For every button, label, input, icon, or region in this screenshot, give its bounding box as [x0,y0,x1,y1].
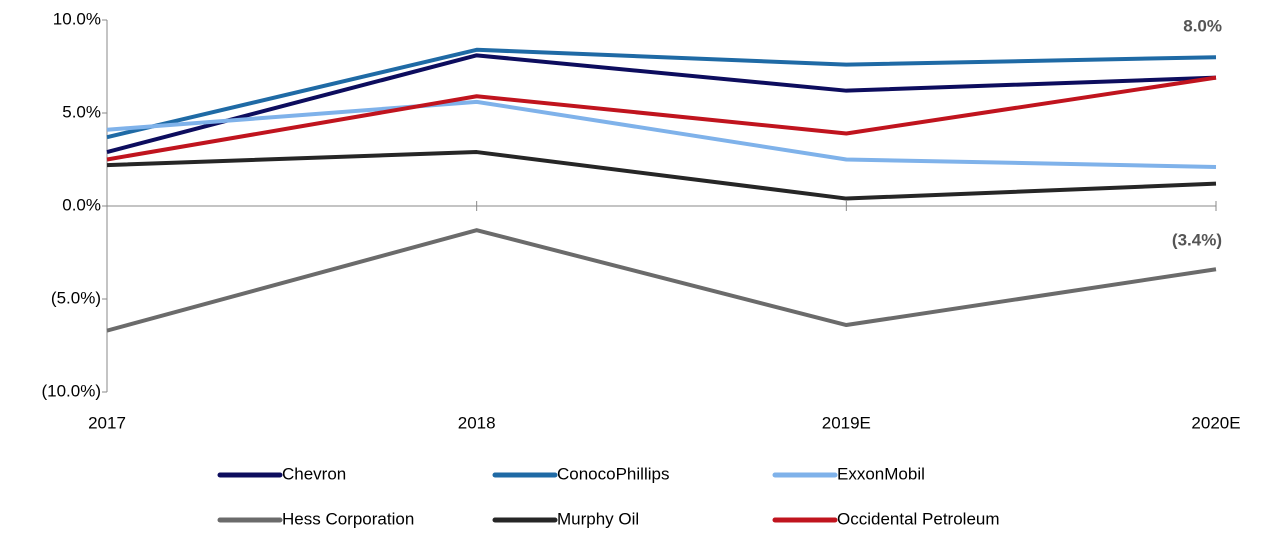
y-tick-label: (10.0%) [41,381,101,400]
legend-label: ExxonMobil [837,464,925,483]
series-line [106,150,1217,201]
y-tick-label: 10.0% [53,9,101,28]
series-line [106,53,1217,154]
legend-label: Hess Corporation [282,509,414,528]
value-label: (3.4%) [1172,231,1222,250]
legend-label: Occidental Petroleum [837,509,1000,528]
series-line [106,228,1217,333]
y-tick-label: 0.0% [62,195,101,214]
x-tick-label: 2018 [458,413,496,432]
series-line [106,99,1217,169]
series-line [106,75,1217,162]
series-line [106,47,1217,140]
legend-label: ConocoPhillips [557,464,669,483]
legend-label: Murphy Oil [557,509,639,528]
y-tick-label: 5.0% [62,102,101,121]
y-tick-label: (5.0%) [51,288,101,307]
value-label: 8.0% [1183,17,1222,36]
x-tick-label: 2017 [88,413,126,432]
x-tick-label: 2020E [1191,413,1240,432]
x-tick-label: 2019E [822,413,871,432]
legend-label: Chevron [282,464,346,483]
